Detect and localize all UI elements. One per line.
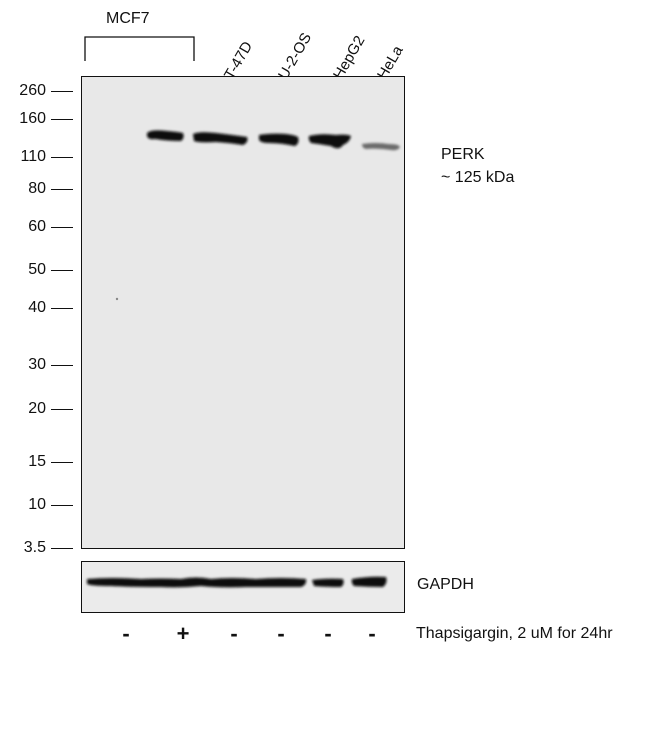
- mw-label: 80: [28, 180, 46, 197]
- mw-label: 40: [28, 299, 46, 316]
- group-label-mcf7: MCF7: [106, 10, 150, 27]
- membrane-speck: [115, 297, 119, 301]
- mw-tick: [51, 270, 73, 271]
- treatment-lane1: -: [122, 621, 130, 646]
- mw-tick: [51, 91, 73, 92]
- mw-tick: [51, 308, 73, 309]
- loading-control-label: GAPDH: [417, 576, 474, 593]
- mw-tick: [51, 548, 73, 549]
- mw-label: 260: [19, 82, 46, 99]
- group-bracket: [84, 36, 195, 61]
- band-perk-lane5: [308, 134, 351, 149]
- treatment-lane3: -: [230, 621, 238, 646]
- mw-label: 10: [28, 496, 46, 513]
- band-perk-lane3: [193, 132, 248, 145]
- mw-tick: [51, 227, 73, 228]
- mw-tick: [51, 409, 73, 410]
- mw-label: 160: [19, 110, 46, 127]
- band-perk-lane6: [362, 143, 400, 151]
- mw-label: 50: [28, 261, 46, 278]
- lane-label-u2os: U-2-OS: [275, 29, 316, 83]
- mw-tick: [51, 462, 73, 463]
- treatment-lane4: -: [277, 621, 285, 646]
- treatment-label: Thapsigargin, 2 uM for 24hr: [416, 625, 613, 642]
- band-gapdh-lane6: [351, 576, 387, 587]
- gapdh-blot-panel: [81, 561, 405, 613]
- mw-label: 15: [28, 453, 46, 470]
- mw-label: 110: [20, 148, 46, 165]
- band-gapdh-lanes1-5: [87, 577, 307, 588]
- gapdh-bands: [87, 576, 387, 588]
- mw-label: 3.5: [23, 539, 46, 556]
- mw-tick: [51, 189, 73, 190]
- treatment-lane6: -: [368, 621, 376, 646]
- mw-label: 60: [28, 218, 46, 235]
- band-perk-lane2: [147, 130, 184, 141]
- treatment-lane2: +: [176, 621, 190, 646]
- mw-tick: [51, 157, 73, 158]
- perk-bands: [115, 130, 400, 301]
- mw-label: 20: [28, 400, 46, 417]
- protein-size: ~ 125 kDa: [441, 169, 515, 186]
- mw-tick: [51, 505, 73, 506]
- perk-blot-panel: [81, 76, 405, 549]
- treatment-lane5: -: [324, 621, 332, 646]
- band-perk-lane4: [259, 133, 299, 146]
- mw-tick: [51, 365, 73, 366]
- protein-name: PERK: [441, 146, 485, 163]
- mw-label: 30: [28, 356, 46, 373]
- band-gapdh-lane5: [312, 578, 344, 587]
- mw-tick: [51, 119, 73, 120]
